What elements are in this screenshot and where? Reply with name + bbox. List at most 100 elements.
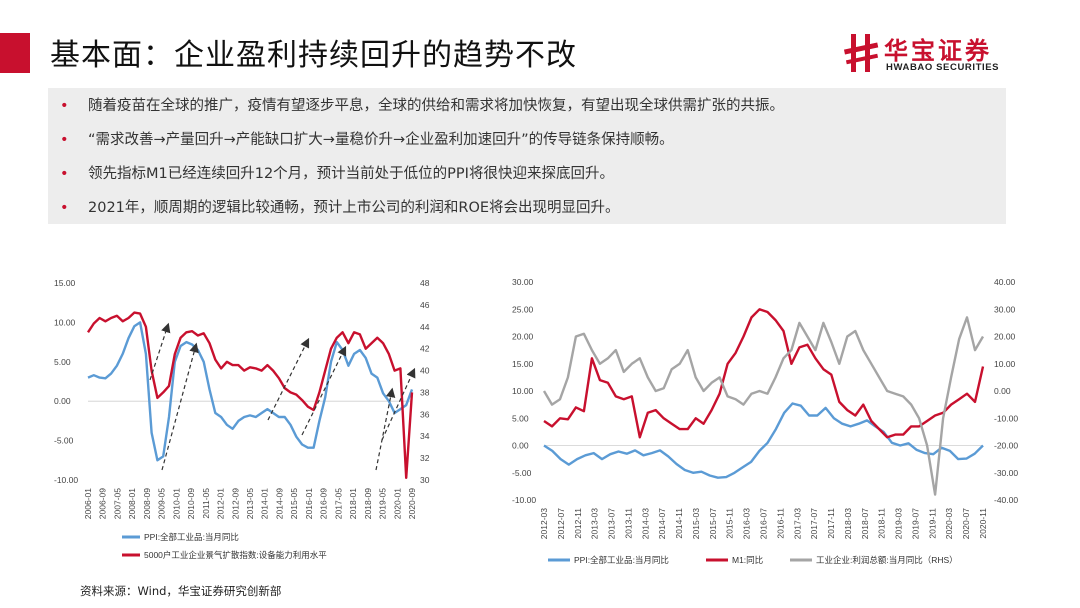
x-tick-label: 2014-09 — [274, 488, 284, 519]
x-tick-label: 2012-11 — [573, 508, 583, 539]
x-tick-label: 2020-11 — [978, 508, 988, 539]
x-tick-label: 2015-07 — [708, 508, 718, 539]
x-tick-label: 2016-03 — [742, 508, 752, 539]
x-tick-label: 2018-09 — [363, 488, 373, 519]
hwabao-logo-icon — [843, 34, 879, 72]
x-tick-label: 2014-03 — [640, 508, 650, 539]
x-tick-label: 2019-11 — [927, 508, 937, 539]
y-left-tick-label: -5.00 — [54, 436, 74, 446]
y-left-tick-label: 25.00 — [512, 304, 534, 314]
x-tick-label: 2014-07 — [657, 508, 667, 539]
y-right-tick-label: 42 — [420, 344, 430, 354]
y-right-tick-label: -10.00 — [994, 413, 1018, 423]
y-right-tick-label: 30 — [420, 475, 430, 485]
x-tick-label: 2017-07 — [809, 508, 819, 539]
x-tick-label: 2020-09 — [407, 488, 417, 519]
trend-arrow — [375, 387, 396, 471]
x-tick-label: 2010-01 — [171, 488, 181, 519]
y-right-tick-label: 38 — [420, 387, 430, 397]
trend-arrow — [149, 322, 171, 381]
trend-arrow — [267, 337, 310, 421]
x-tick-label: 2013-03 — [590, 508, 600, 539]
y-left-tick-label: 20.00 — [512, 332, 534, 342]
logo-english-text: HWABAO SECURITIES — [886, 62, 1000, 73]
x-tick-label: 2016-09 — [319, 488, 329, 519]
x-tick-label: 2007-05 — [112, 488, 122, 519]
x-tick-label: 2019-05 — [378, 488, 388, 519]
trend-arrow — [161, 342, 199, 471]
x-tick-label: 2006-01 — [83, 488, 93, 519]
x-tick-label: 2010-09 — [186, 488, 196, 519]
y-right-tick-label: 30.00 — [994, 304, 1016, 314]
x-tick-label: 2016-01 — [304, 488, 314, 519]
bullet-item: • “需求改善→产量回升→产能缺口扩大→量稳价升→企业盈利加速回升”的传导链条保持… — [60, 132, 674, 148]
x-tick-label: 2014-11 — [674, 508, 684, 539]
x-tick-label: 2017-11 — [826, 508, 836, 539]
x-tick-label: 2014-01 — [260, 488, 270, 519]
title-accent-bar — [0, 33, 30, 73]
y-right-tick-label: 20.00 — [994, 332, 1016, 342]
x-tick-label: 2015-03 — [691, 508, 701, 539]
x-tick-label: 2019-03 — [894, 508, 904, 539]
page-title: 基本面：企业盈利持续回升的趋势不改 — [50, 38, 577, 73]
y-right-tick-label: 40 — [420, 366, 430, 376]
company-logo: 华宝证券 HWABAO SECURITIES — [842, 28, 1042, 78]
legend-label: 工业企业:利润总额:当月同比（RHS） — [816, 555, 958, 565]
x-tick-label: 2018-07 — [860, 508, 870, 539]
bullet-list: • 随着疫苗在全球的推广，疫情有望逐步平息，全球的供给和需求将加快恢复，有望出现全… — [48, 88, 1006, 224]
y-left-tick-label: 0.00 — [54, 396, 71, 406]
y-right-tick-label: 32 — [420, 453, 430, 463]
y-left-tick-label: -10.00 — [512, 495, 536, 505]
y-left-tick-label: 5.00 — [54, 357, 71, 367]
bullet-dot: • — [60, 166, 69, 182]
x-tick-label: 2011-05 — [201, 488, 211, 519]
bullet-item: • 领先指标M1已经连续回升12个月，预计当前处于低位的PPI将很快迎来探底回升。 — [60, 166, 614, 182]
x-tick-label: 2018-01 — [348, 488, 358, 519]
x-tick-label: 2015-11 — [725, 508, 735, 539]
y-right-tick-label: 0.00 — [994, 386, 1011, 396]
legend-label: PPI:全部工业品:当月同比 — [574, 555, 669, 565]
x-tick-label: 2013-11 — [623, 508, 633, 539]
trend-arrow — [301, 345, 347, 436]
series-line — [543, 402, 984, 479]
logo-chinese-text: 华宝证券 — [884, 37, 992, 65]
x-tick-label: 2016-11 — [775, 508, 785, 539]
y-right-tick-label: 40.00 — [994, 277, 1016, 287]
y-left-tick-label: 10.00 — [512, 386, 534, 396]
x-tick-label: 2015-05 — [289, 488, 299, 519]
series-line — [543, 308, 985, 439]
y-left-tick-label: -10.00 — [54, 475, 78, 485]
x-tick-label: 2006-09 — [98, 488, 108, 519]
x-tick-label: 2009-05 — [157, 488, 167, 519]
bullet-item: • 2021年，顺周期的逻辑比较通畅，预计上市公司的利润和ROE将会出现明显回升。 — [60, 200, 620, 216]
y-left-tick-label: 10.00 — [54, 317, 76, 327]
x-tick-label: 2020-03 — [944, 508, 954, 539]
y-right-tick-label: 48 — [420, 278, 430, 288]
x-tick-label: 2008-09 — [142, 488, 152, 519]
x-tick-label: 2019-07 — [910, 508, 920, 539]
y-left-tick-label: 0.00 — [512, 441, 529, 451]
y-left-tick-label: 15.00 — [54, 278, 76, 288]
bullet-dot: • — [60, 132, 69, 148]
y-right-tick-label: 10.00 — [994, 359, 1016, 369]
x-tick-label: 2012-07 — [556, 508, 566, 539]
x-tick-label: 2018-03 — [843, 508, 853, 539]
y-right-tick-label: 36 — [420, 409, 430, 419]
x-tick-label: 2017-03 — [792, 508, 802, 539]
y-left-tick-label: -5.00 — [512, 468, 532, 478]
legend-label: PPI:全部工业品:当月同比 — [144, 532, 239, 542]
y-right-tick-label: -30.00 — [994, 468, 1018, 478]
y-right-tick-label: -40.00 — [994, 495, 1018, 505]
x-tick-label: 2012-09 — [230, 488, 240, 519]
series-line — [87, 321, 414, 462]
trend-arrow — [381, 367, 416, 441]
x-tick-label: 2020-07 — [961, 508, 971, 539]
source-note: 资料来源：Wind，华宝证券研究创新部 — [80, 584, 282, 598]
x-tick-label: 2008-01 — [127, 488, 137, 519]
legend-label: M1:同比 — [732, 555, 763, 565]
x-tick-label: 2012-03 — [539, 508, 549, 539]
x-tick-label: 2016-07 — [759, 508, 769, 539]
bullet-dot: • — [60, 200, 69, 216]
series-line — [542, 316, 985, 496]
x-tick-label: 2013-07 — [607, 508, 617, 539]
